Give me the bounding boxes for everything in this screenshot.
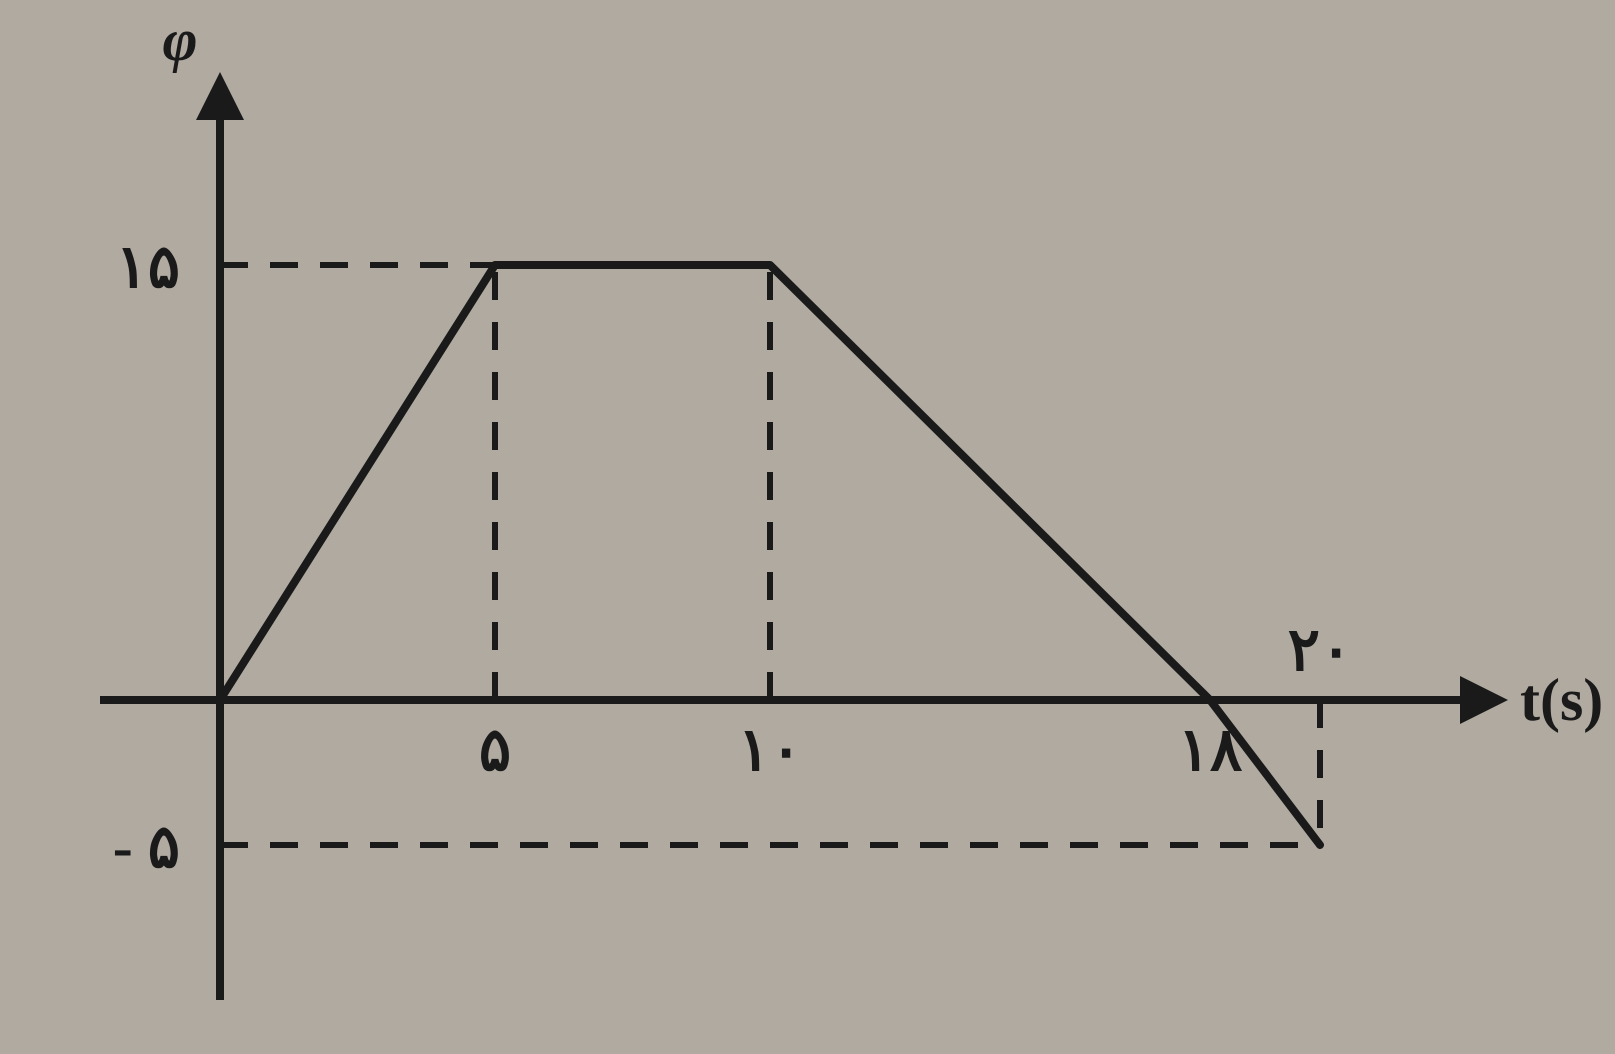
x-tick-label: ۱۰ <box>738 717 802 783</box>
y-tick-label: - ۵ <box>113 814 180 880</box>
y-axis-label: φ <box>162 7 197 73</box>
chart-container: φ t(s) ۵ ۱۰ ۱۸ ۲۰ ۱۵ - ۵ <box>0 0 1615 1054</box>
x-tick-label: ۵ <box>479 717 511 783</box>
flux-time-chart: φ t(s) ۵ ۱۰ ۱۸ ۲۰ ۱۵ - ۵ <box>0 0 1615 1054</box>
x-axis-label: t(s) <box>1520 667 1603 733</box>
x-tick-label: ۲۰ <box>1288 617 1352 683</box>
x-tick-label: ۱۸ <box>1178 717 1243 783</box>
y-tick-label: ۱۵ <box>116 234 180 300</box>
